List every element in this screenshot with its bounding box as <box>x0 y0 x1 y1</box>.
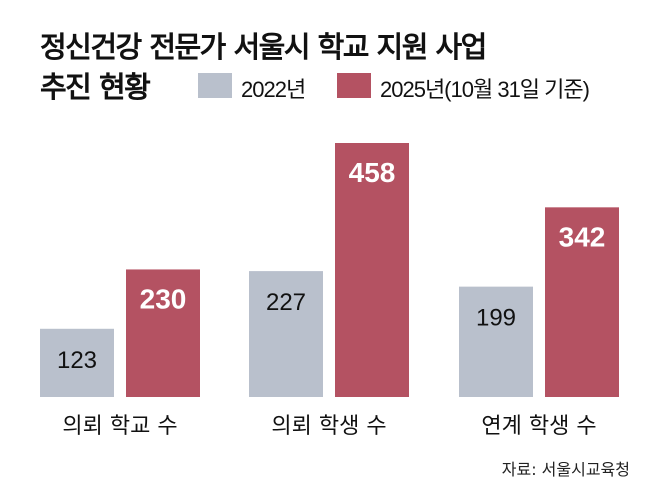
bar-2022-0 <box>40 328 114 397</box>
chart-title: 정신건강 전문가 서울시 학교 지원 사업 <box>40 30 487 64</box>
data-label: 230 <box>140 283 187 314</box>
source-note: 자료: 서울시교육청 <box>501 460 630 479</box>
legend-label-2025: 2025년(10월 31일 기준) <box>380 77 590 102</box>
legend-label-2022: 2022년 <box>241 77 306 102</box>
data-label: 199 <box>476 305 516 332</box>
chart-title-line2: 추진 현황 <box>40 70 151 104</box>
legend-swatch-2022 <box>198 73 232 98</box>
bar-2025-0 <box>126 269 200 397</box>
data-label: 342 <box>559 221 606 252</box>
bar-2022-1 <box>249 271 323 397</box>
data-label: 227 <box>266 289 306 316</box>
category-label: 연계 학생 수 <box>481 414 596 439</box>
category-label: 의뢰 학교 수 <box>62 414 177 439</box>
category-label: 의뢰 학생 수 <box>271 414 386 439</box>
data-label: 458 <box>349 157 396 188</box>
data-label: 123 <box>57 347 97 374</box>
bar-2025-2 <box>545 207 619 397</box>
legend-swatch-2025 <box>337 73 371 98</box>
bar-2022-2 <box>459 286 533 397</box>
bar-2025-1 <box>335 143 409 397</box>
